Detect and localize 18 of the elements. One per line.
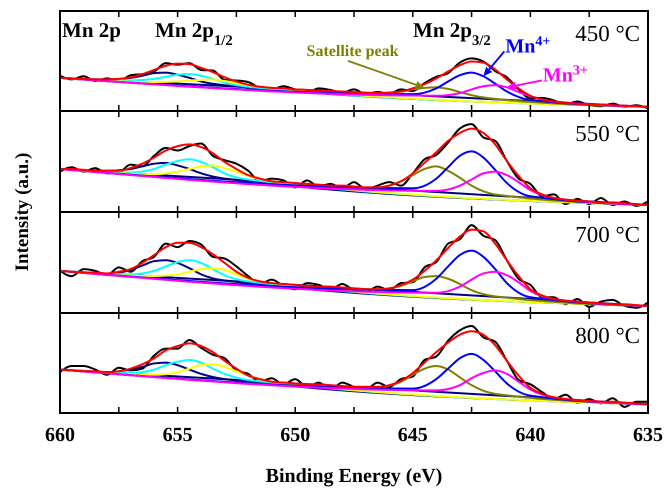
x-tick-label: 645: [398, 424, 428, 446]
annotation: 800 °C: [575, 323, 640, 348]
series-label: Mn$^{4+}$: [505, 34, 550, 58]
text: Mn 2p: [62, 18, 121, 42]
x-tick-label: 655: [162, 424, 193, 446]
y-axis-title: Intensity (a.u.): [12, 152, 33, 272]
text: 450 °C: [575, 21, 640, 46]
x-tick-label: 660: [45, 424, 75, 446]
x-tick-label: 650: [280, 424, 310, 446]
x-tick-label: 635: [633, 424, 663, 446]
series-label: Satellite peak: [306, 42, 399, 60]
legend-label: Mn$^{3+}$: [542, 62, 588, 86]
annotation: 550 °C: [575, 121, 640, 146]
x-tick-label: 640: [515, 424, 546, 446]
text: Mn 2p$_{1/2}$: [155, 18, 233, 49]
x-axis-title: Binding Energy (eV): [266, 465, 442, 487]
text: Mn 2p$_{3/2}$: [413, 18, 491, 49]
annotation: 700 °C: [575, 222, 640, 247]
